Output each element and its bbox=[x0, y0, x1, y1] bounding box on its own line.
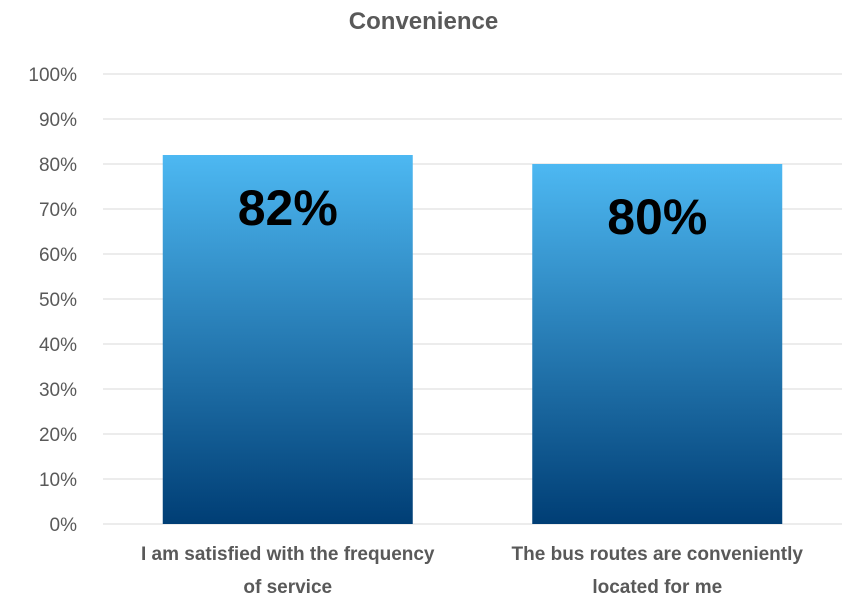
y-tick-label: 0% bbox=[50, 515, 78, 536]
x-tick-label: of service bbox=[243, 577, 332, 598]
y-tick-label: 40% bbox=[39, 335, 77, 356]
x-axis: I am satisfied with the frequency of serv… bbox=[141, 544, 803, 598]
y-tick-label: 90% bbox=[39, 110, 77, 131]
x-tick-label: The bus routes are conveniently bbox=[512, 544, 804, 565]
y-tick-label: 70% bbox=[39, 200, 77, 221]
y-axis: 0% 10% 20% 30% 40% 50% 60% 70% 80% 90% 100% bbox=[28, 65, 77, 536]
y-tick-label: 50% bbox=[39, 290, 77, 311]
y-tick-label: 100% bbox=[28, 65, 77, 86]
y-tick-label: 20% bbox=[39, 425, 77, 446]
y-tick-label: 80% bbox=[39, 155, 77, 176]
data-label: 82% bbox=[238, 180, 338, 236]
y-tick-label: 30% bbox=[39, 380, 77, 401]
bar bbox=[162, 155, 413, 524]
y-tick-label: 60% bbox=[39, 245, 77, 266]
chart-title: Convenience bbox=[348, 8, 499, 35]
x-tick-label: located for me bbox=[592, 577, 722, 598]
data-labels: 82% 80% bbox=[238, 180, 708, 245]
data-label: 80% bbox=[607, 189, 707, 245]
x-tick-label: I am satisfied with the frequency bbox=[141, 544, 435, 565]
bars bbox=[162, 155, 783, 524]
y-tick-label: 10% bbox=[39, 470, 77, 491]
bar bbox=[532, 164, 783, 524]
